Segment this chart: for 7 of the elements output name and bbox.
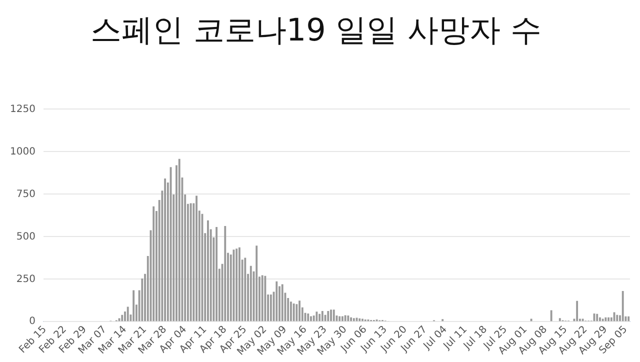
- chart-title: 스페인 코로나19 일일 사망자 수: [90, 12, 542, 49]
- y-tick-label: 750: [16, 188, 36, 200]
- y-tick-label: 250: [16, 274, 36, 285]
- y-tick-label: 0: [29, 316, 36, 328]
- y-tick-label: 1250: [10, 104, 36, 115]
- y-tick-label: 1000: [10, 146, 36, 158]
- y-tick-label: 500: [16, 231, 36, 242]
